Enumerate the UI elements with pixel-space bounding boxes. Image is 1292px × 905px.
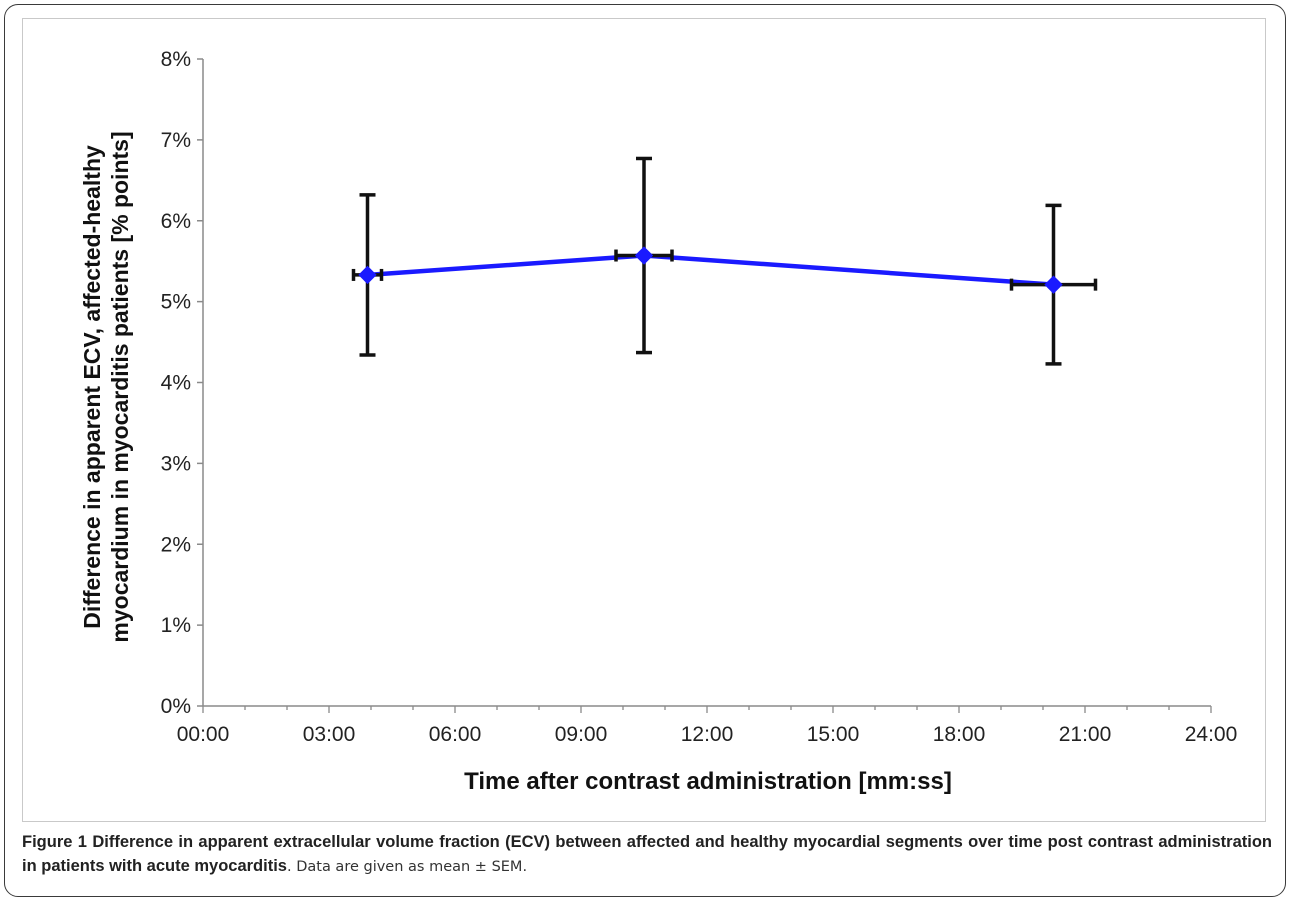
y-axis-label-line2: myocardium in myocarditis patients [% po… (107, 131, 133, 642)
x-tick-label: 21:00 (1059, 723, 1112, 746)
x-tick-label: 03:00 (303, 723, 356, 746)
figure-frame (4, 4, 1286, 897)
y-tick-label: 6% (161, 210, 191, 233)
y-tick-label: 7% (161, 129, 191, 152)
data-point-marker (634, 246, 654, 265)
x-axis-label: Time after contrast administration [mm:s… (464, 768, 952, 795)
x-ticks: 00:00 03:00 06:00 09:00 12:00 15:00 18:00 21:00… (177, 706, 1238, 746)
y-tick-label: 8% (161, 48, 191, 71)
x-tick-label: 18:00 (933, 723, 986, 746)
x-tick-label: 12:00 (681, 723, 734, 746)
y-tick-label: 0% (161, 695, 191, 718)
y-tick-label: 2% (161, 533, 191, 556)
x-tick-label: 00:00 (177, 723, 230, 746)
caption-rest: . Data are given as mean ± SEM. (286, 859, 528, 875)
x-tick-label: 09:00 (555, 723, 608, 746)
data-series (351, 156, 1098, 366)
series-line (367, 253, 1054, 287)
x-tick-label: 15:00 (807, 723, 860, 746)
y-ticks: 0% 1% 2% 3% 4% 5% 6% 7% 8% (161, 48, 203, 718)
data-point-marker (1044, 275, 1063, 294)
x-tick-label: 06:00 (429, 723, 482, 746)
caption-bold: Figure 1 Difference in apparent extracel… (22, 833, 1272, 875)
x-tick-label: 24:00 (1185, 723, 1238, 746)
y-tick-label: 3% (161, 452, 191, 475)
y-tick-label: 4% (161, 372, 191, 395)
y-tick-label: 5% (161, 291, 191, 314)
chart-area (22, 18, 1266, 822)
figure-caption: Figure 1 Difference in apparent extracel… (22, 830, 1272, 879)
y-tick-label: 1% (161, 614, 191, 637)
data-point-marker (358, 265, 377, 285)
y-axis-label-line1: Difference in apparent ECV, affected-hea… (79, 145, 105, 629)
axes (202, 59, 1211, 707)
